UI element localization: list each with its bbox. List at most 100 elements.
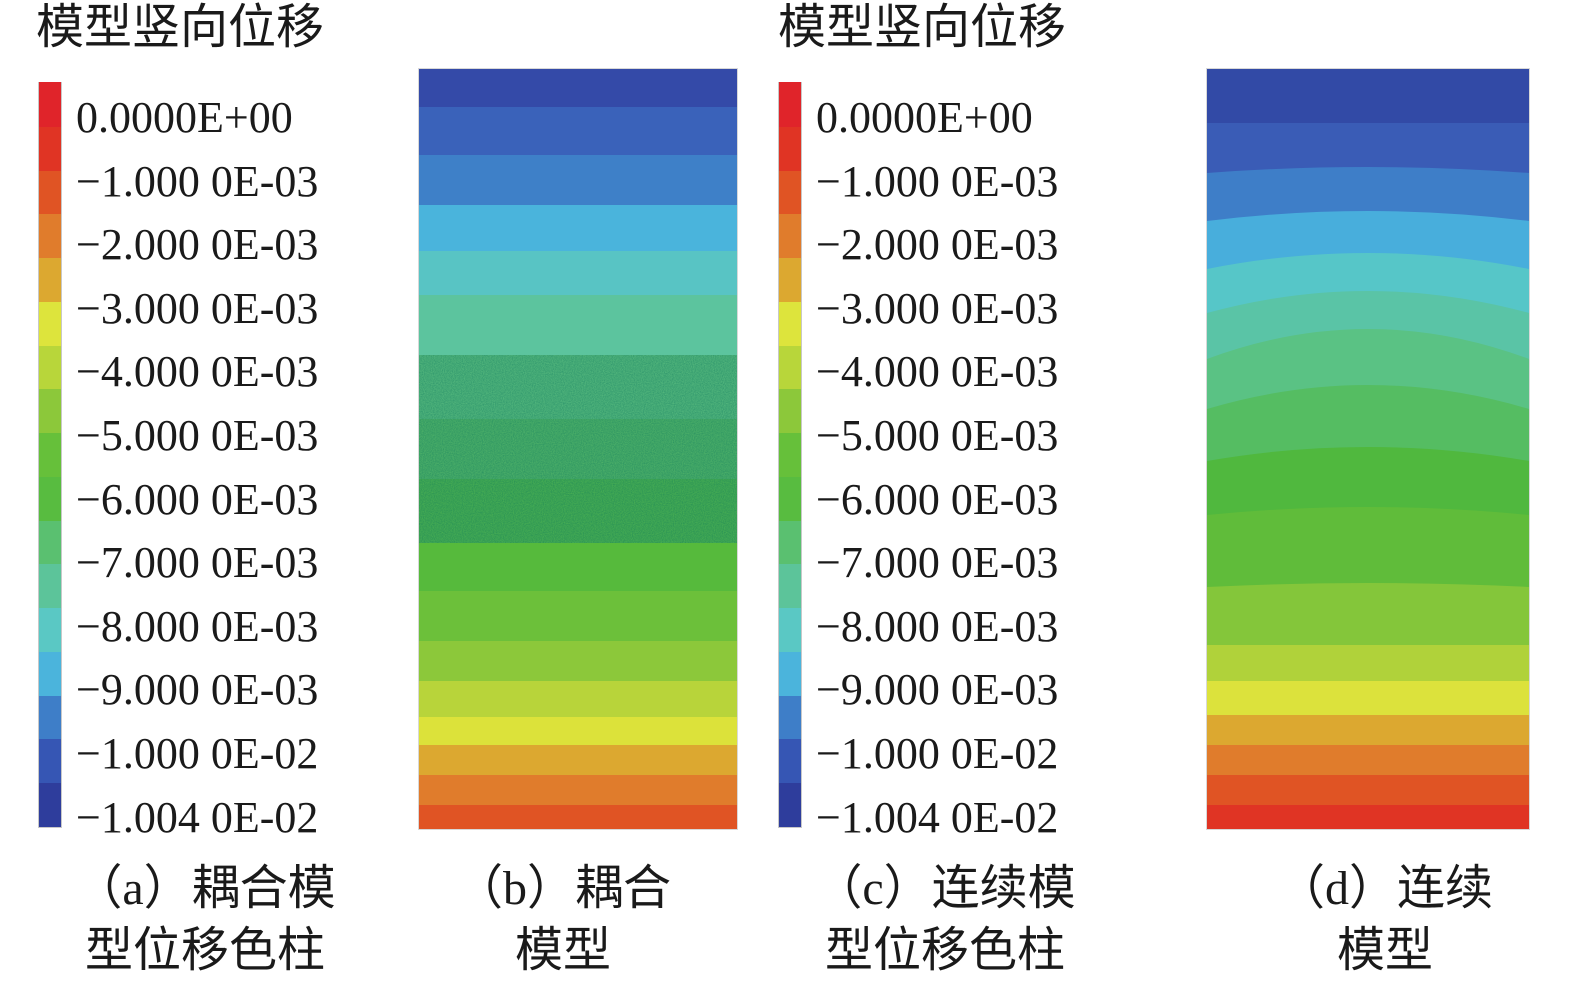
color-bar-segment xyxy=(39,432,61,477)
color-bar-segment xyxy=(779,301,801,346)
color-bar-segment xyxy=(39,345,61,390)
legend-value: −1.000 0E-03 xyxy=(816,156,1059,206)
legend-value: −1.000 0E-03 xyxy=(76,156,319,206)
legend-value: −2.000 0E-03 xyxy=(816,220,1059,270)
color-bar-segment xyxy=(39,651,61,696)
color-bar-segment xyxy=(39,695,61,740)
color-bar-c xyxy=(778,82,802,828)
legend-value: −8.000 0E-03 xyxy=(76,601,319,651)
legend-value: −1.004 0E-02 xyxy=(76,792,319,842)
contour-band xyxy=(1207,123,1529,174)
contour-band xyxy=(1207,745,1529,776)
caption-b-line-1: （b）耦合 xyxy=(454,862,671,915)
contour-band xyxy=(419,681,737,718)
caption-d-line-2: 模型 xyxy=(1336,924,1433,977)
contour-band xyxy=(419,295,737,356)
caption-c-line-2: 型位移色柱 xyxy=(824,924,1065,977)
contour-band xyxy=(419,717,737,746)
caption-a: （a）耦合模 型位移色柱 xyxy=(40,858,370,982)
legend-value: 0.0000E+00 xyxy=(76,93,293,142)
color-bar-segment xyxy=(39,388,61,434)
legend-labels-a: 0.0000E+00 −1.000 0E-03 −2.000 0E-03 −3.… xyxy=(76,86,318,849)
color-bar-segment xyxy=(39,301,61,346)
color-bar-segment xyxy=(39,738,61,784)
legend-value: −4.000 0E-03 xyxy=(816,347,1059,397)
caption-b: （b）耦合 模型 xyxy=(418,858,708,982)
contour-band xyxy=(1207,583,1529,646)
legend-value: −1.000 0E-02 xyxy=(816,728,1059,778)
contour-band xyxy=(419,641,737,682)
legend-value: −1.000 0E-02 xyxy=(76,728,319,778)
color-bar-segment xyxy=(39,126,61,171)
legend-value: −7.000 0E-03 xyxy=(816,538,1059,588)
legend-value: −6.000 0E-03 xyxy=(816,474,1059,524)
color-bar-segment xyxy=(39,607,61,652)
color-bar-segment xyxy=(779,213,801,259)
legend-labels-c: 0.0000E+00 −1.000 0E-03 −2.000 0E-03 −3.… xyxy=(816,86,1058,849)
continuous-model-svg xyxy=(1207,69,1529,829)
legend-value: −4.000 0E-03 xyxy=(76,347,319,397)
caption-c: （c）连续模 型位移色柱 xyxy=(780,858,1110,982)
legend-value: −5.000 0E-03 xyxy=(816,410,1059,460)
caption-d: （d）连续 模型 xyxy=(1240,858,1530,982)
contour-band xyxy=(419,543,737,592)
legend-value: −5.000 0E-03 xyxy=(76,410,319,460)
contour-band xyxy=(1207,715,1529,746)
color-bar-segment xyxy=(39,563,61,609)
coupled-model-svg xyxy=(419,69,737,829)
contour-band xyxy=(1207,775,1529,806)
color-bar-segment xyxy=(39,257,61,302)
legend-value: −3.000 0E-03 xyxy=(816,283,1059,333)
color-bar-segment xyxy=(39,476,61,521)
contour-band xyxy=(419,591,737,642)
contour-band xyxy=(419,69,737,108)
contour-band xyxy=(419,155,737,206)
caption-d-line-1: （d）连续 xyxy=(1276,862,1493,915)
color-bar-segment xyxy=(779,82,801,127)
contour-band xyxy=(1207,69,1529,124)
color-bar-segment xyxy=(779,563,801,609)
color-bar-segment xyxy=(779,388,801,434)
legend-title-c: 模型竖向位移 xyxy=(778,1,1067,54)
color-bar-segment xyxy=(779,257,801,302)
caption-c-line-1: （c）连续模 xyxy=(814,862,1076,915)
contour-band xyxy=(1207,645,1529,682)
legend-value: −6.000 0E-03 xyxy=(76,474,319,524)
color-bar-segment xyxy=(39,213,61,259)
contour-band xyxy=(1207,447,1529,516)
contour-band xyxy=(1207,385,1529,462)
color-bar-segment xyxy=(779,695,801,740)
legend-value: −1.004 0E-02 xyxy=(816,792,1059,842)
contour-band xyxy=(1207,291,1529,360)
color-bar-segment xyxy=(39,520,61,565)
caption-a-line-2: 型位移色柱 xyxy=(84,924,325,977)
caption-a-line-1: （a）耦合模 xyxy=(74,862,336,915)
legend-value: −2.000 0E-03 xyxy=(76,220,319,270)
contour-band xyxy=(419,205,737,252)
contour-band xyxy=(1207,681,1529,716)
legend-value: −8.000 0E-03 xyxy=(816,601,1059,651)
color-bar-segment xyxy=(779,345,801,390)
color-bar-segment xyxy=(39,82,61,127)
color-bar-a xyxy=(38,82,62,828)
color-bar-segment xyxy=(779,607,801,652)
color-bar-segment xyxy=(779,651,801,696)
color-bar-segment xyxy=(779,432,801,477)
caption-b-line-2: 模型 xyxy=(514,924,611,977)
contour-band xyxy=(1207,804,1529,829)
color-bar-segment xyxy=(779,782,801,827)
contour-band xyxy=(1207,167,1529,222)
continuous-model-contour xyxy=(1206,68,1530,830)
legend-value: −7.000 0E-03 xyxy=(76,538,319,588)
color-bar-segment xyxy=(779,738,801,784)
legend-value: −3.000 0E-03 xyxy=(76,283,319,333)
legend-value: −9.000 0E-03 xyxy=(816,665,1059,715)
contour-band xyxy=(1207,211,1529,270)
color-bar-segment xyxy=(779,169,801,215)
contour-band xyxy=(419,805,737,829)
contour-band xyxy=(1207,329,1529,410)
contour-band xyxy=(419,775,737,806)
contour-band xyxy=(1207,253,1529,314)
legend-title-a: 模型竖向位移 xyxy=(36,1,325,54)
contour-band xyxy=(419,251,737,296)
